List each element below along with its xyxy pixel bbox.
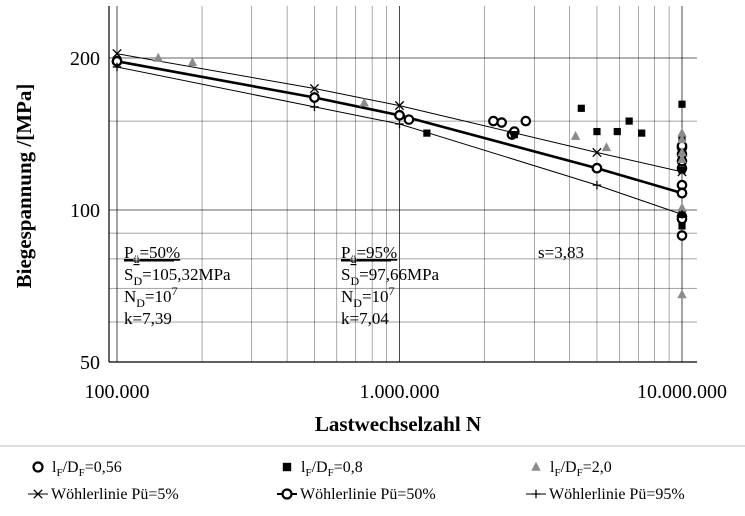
legend-entry-2-marker [531,461,541,471]
series-1-point [625,117,633,125]
series-2-point [677,289,687,299]
series-2-point [677,154,687,164]
series-5-marker [677,210,687,219]
y-axis-title: Biegespannung /[MPa] [12,84,36,289]
legend-entry-5-marker [531,489,541,499]
annotation-line: ND=107 [341,284,395,310]
series-4-marker [309,92,320,103]
x-tick-label: 100.000 [85,381,150,403]
series-4-marker [394,110,405,121]
series-0-point [520,115,532,127]
series-3-marker [112,48,122,59]
legend-entry-2-label: lF/DF=2,0 [550,459,612,479]
legend-entry-1-label: lF/DF=0,8 [301,459,363,479]
series-5-marker [310,102,319,112]
annotation-line: Pü=50% [124,243,180,266]
x-tick-label: 10.000.000 [637,381,727,403]
series-2-point [601,142,612,152]
series-1-point [678,100,686,108]
series-1-point [678,222,686,230]
annotation-line: s=3,83 [538,243,584,262]
annotation-line: ND=107 [124,284,178,310]
series-1-point [593,127,601,136]
legend-entry-4-marker [281,488,293,500]
x-tick-label: 1.000.000 [360,381,440,403]
series-0-point [676,230,688,241]
series-3-marker [592,147,602,158]
series-2-point [677,134,687,144]
legend-entry-0-label: lF/DF=0,56 [52,459,122,479]
series-0-point [403,114,415,125]
legend: lF/DF=0,56 lF/DF=0,8 lF/DF=2,0 Wöhlerlinie … [28,459,685,503]
series-2-point [677,127,687,137]
series-5-marker [395,119,404,129]
series-2-point [187,57,198,67]
series-1-point [613,127,621,136]
series-2-point [570,131,581,140]
y-tick-label: 200 [70,48,100,70]
legend-entry-1-marker [282,462,292,472]
series-1-point [577,104,585,112]
series-0-point [496,117,507,128]
series-4-marker [676,187,688,199]
series-3-marker [394,100,405,111]
series-2-point [153,52,163,62]
legend-entry-5-label: Wöhlerlinie Pü=95% [549,486,685,503]
legend-entry-4-label: Wöhlerlinie Pü=50% [300,486,436,503]
y-tick-label: 50 [80,352,100,374]
legend-entry-3-label: Wöhlerlinie Pü=5% [51,486,179,503]
series-1-point [678,166,686,174]
x-axis-title: Lastwechselzahl N [315,412,481,436]
series-4-marker [591,162,603,174]
y-tick-label: 100 [70,200,100,222]
series-1-point [510,131,518,139]
legend-entry-3-marker [33,489,43,499]
series-0-point [488,115,499,127]
series-5-marker [592,180,602,190]
annotation-line: Pü=95% [341,243,397,266]
annotation-line: k=7,04 [341,309,389,328]
data-points [111,48,688,299]
legend-entry-0-marker [32,461,44,473]
annotation-line: k=7,39 [124,309,172,328]
series-1-point [423,129,431,137]
series-2-point [677,147,687,157]
series-2-point [359,97,369,107]
axes [108,6,697,363]
series-3-marker [677,167,687,177]
annotation-line: SD=105,32MPa [124,265,231,288]
series-2-point [677,202,687,212]
series-3-marker [309,83,320,94]
tick-labels: 100.000 1.000.000 10.000.000 50 100 200 [70,48,727,403]
annotation-line: SD=97,66MPa [341,265,440,288]
annotations: Pü=50%SD=105,32MPaND=107k=7,39Pü=95%SD=9… [124,243,584,328]
series-5-marker [112,62,122,72]
series-1-point [638,129,646,137]
